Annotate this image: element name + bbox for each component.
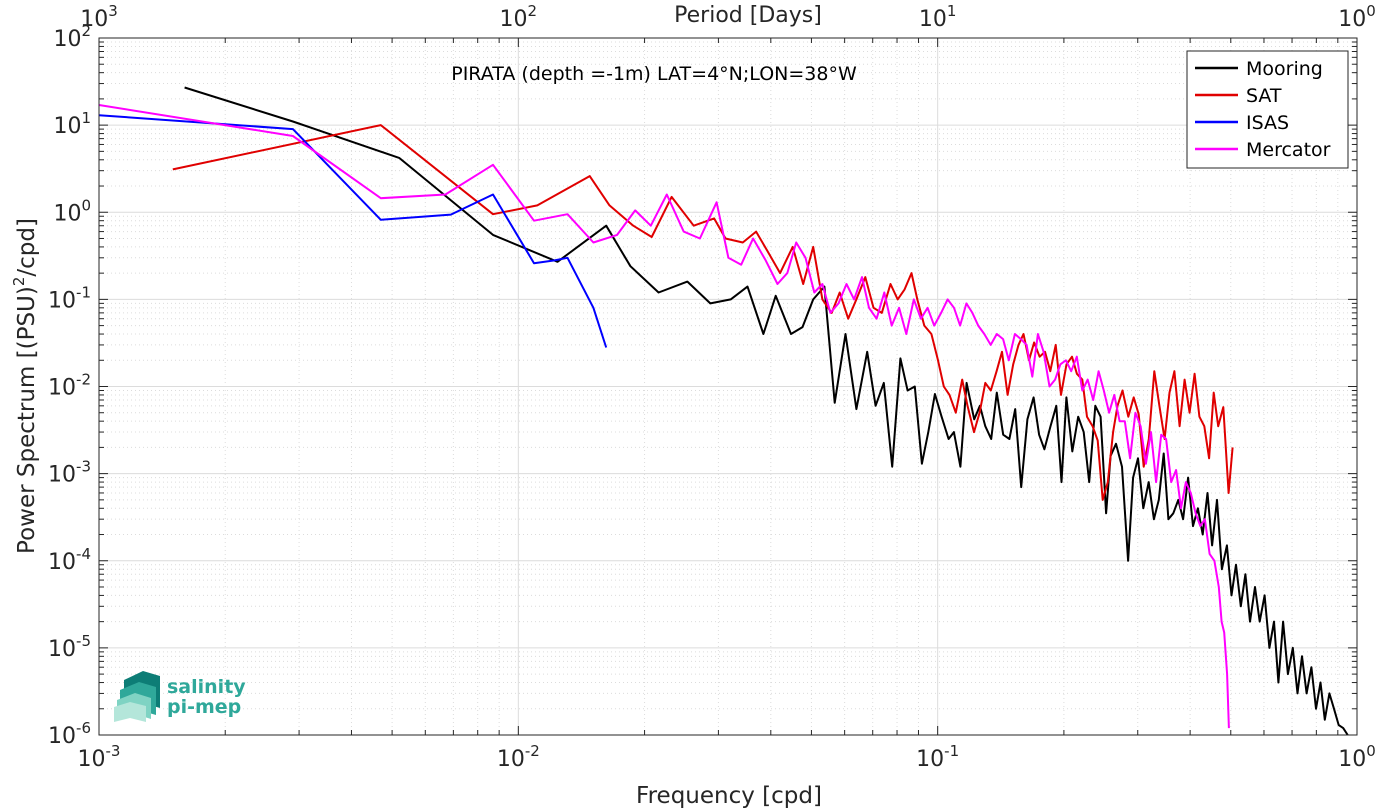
series-line-sat <box>172 124 1234 501</box>
top-tick-label-base: 10 <box>500 7 528 32</box>
y-tick-label: 10-1 <box>48 283 91 313</box>
top-tick-label-exp: 3 <box>108 2 118 20</box>
y-axis-label-main: Power Spectrum [(PSU) <box>14 286 40 554</box>
x-tick-label-exp: -3 <box>106 742 121 760</box>
y-axis-label-tail: /cpd] <box>14 218 40 277</box>
y-tick-label-exp: -1 <box>76 283 91 301</box>
ticks <box>98 38 1357 736</box>
top-axis-label: Period [Days] <box>674 3 822 28</box>
x-axis-label: Frequency [cpd] <box>636 783 822 809</box>
y-tick-label: 10-5 <box>48 632 91 662</box>
y-tick-label-exp: -4 <box>76 545 91 563</box>
legend-label-sat: SAT <box>1246 85 1282 107</box>
x-tick-label: 10-2 <box>497 742 540 772</box>
x-tick-label-base: 10 <box>916 747 944 772</box>
series-line-isas <box>98 114 608 348</box>
x-tick-label-base: 10 <box>497 747 525 772</box>
top-tick-label-exp: 2 <box>528 2 538 20</box>
y-tick-label-exp: -6 <box>76 719 91 737</box>
series-line-mooring <box>184 86 1349 736</box>
y-tick-label-exp: -5 <box>76 632 91 650</box>
top-tick-label: 101 <box>919 2 957 32</box>
legend: Mooring SAT ISAS Mercator <box>1186 50 1349 169</box>
chart-title: PIRATA (depth =-1m) LAT=4°N;LON=38°W <box>451 63 857 85</box>
series-lines <box>98 86 1349 736</box>
y-tick-label: 102 <box>53 22 91 52</box>
top-tick-label-exp: 1 <box>947 2 957 20</box>
top-tick-label: 103 <box>80 2 118 32</box>
x-tick-label: 10-1 <box>916 742 959 772</box>
logo-text-salinity: salinity <box>167 676 246 698</box>
legend-label-isas: ISAS <box>1246 112 1289 134</box>
y-tick-label: 10-4 <box>48 545 91 575</box>
x-tick-label-exp: -2 <box>525 742 540 760</box>
y-tick-label-base: 10 <box>48 637 76 662</box>
x-tick-label: 10-3 <box>78 742 121 772</box>
legend-label-mercator: Mercator <box>1246 139 1331 161</box>
y-tick-label-exp: 0 <box>81 196 91 214</box>
y-tick-label-base: 10 <box>48 463 76 488</box>
y-tick-label-exp: 1 <box>81 109 91 127</box>
logo-text-pi-mep: pi-mep <box>167 696 241 718</box>
y-tick-label-base: 10 <box>48 724 76 749</box>
y-axis-label: Power Spectrum [(PSU)2/cpd] <box>10 218 40 554</box>
y-tick-label-exp: 2 <box>81 22 91 40</box>
salinity-pi-mep-logo: salinity pi-mep <box>114 671 246 722</box>
y-tick-label: 10-2 <box>48 371 91 401</box>
x-tick-label-base: 10 <box>1338 747 1366 772</box>
top-tick-label-base: 10 <box>1338 7 1366 32</box>
y-tick-label-base: 10 <box>48 288 76 313</box>
top-tick-label: 100 <box>1338 2 1376 32</box>
y-tick-label: 100 <box>53 196 91 226</box>
top-tick-label-base: 10 <box>919 7 947 32</box>
y-axis-label-sup: 2 <box>10 277 28 287</box>
x-tick-label: 100 <box>1338 742 1376 772</box>
y-tick-label-base: 10 <box>53 114 81 139</box>
y-tick-label: 10-3 <box>48 458 91 488</box>
y-tick-label: 101 <box>53 109 91 139</box>
y-tick-label-base: 10 <box>48 376 76 401</box>
legend-label-mooring: Mooring <box>1246 58 1323 80</box>
legend-items: Mooring SAT ISAS Mercator <box>1195 58 1331 161</box>
y-tick-label-base: 10 <box>53 27 81 52</box>
y-tick-label-exp: -3 <box>76 458 91 476</box>
top-tick-label: 102 <box>500 2 538 32</box>
x-tick-label-exp: 0 <box>1366 742 1376 760</box>
series-line-mercator <box>98 104 1230 729</box>
y-tick-label: 10-6 <box>48 719 91 749</box>
y-tick-label-exp: -2 <box>76 371 91 389</box>
y-tick-label-base: 10 <box>53 201 81 226</box>
x-tick-label-exp: -1 <box>944 742 959 760</box>
top-tick-label-exp: 0 <box>1366 2 1376 20</box>
y-tick-label-base: 10 <box>48 550 76 575</box>
logo-wave-front <box>114 702 146 722</box>
top-tick-label-base: 10 <box>80 7 108 32</box>
x-tick-label-base: 10 <box>78 747 106 772</box>
